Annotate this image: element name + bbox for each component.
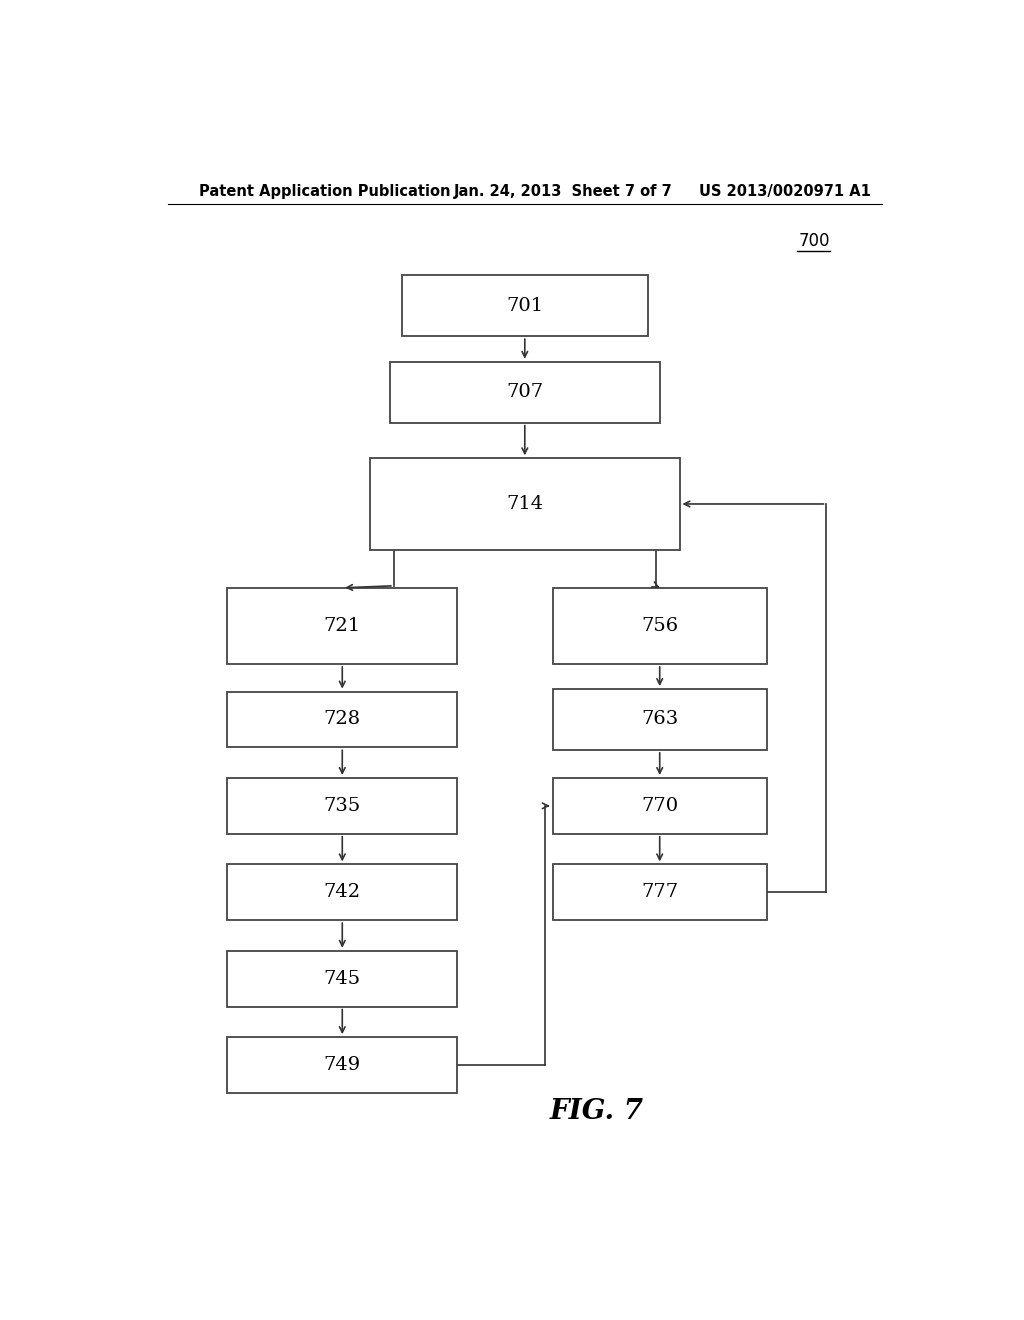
Bar	[401, 276, 648, 337]
Text: 742: 742	[324, 883, 360, 902]
Text: Jan. 24, 2013  Sheet 7 of 7: Jan. 24, 2013 Sheet 7 of 7	[454, 185, 672, 199]
Text: 749: 749	[324, 1056, 360, 1074]
Bar	[227, 1038, 458, 1093]
Bar	[553, 777, 767, 834]
Text: 777: 777	[641, 883, 678, 902]
Bar	[390, 362, 659, 422]
Bar	[370, 458, 680, 549]
Text: 714: 714	[506, 495, 544, 513]
Text: 756: 756	[641, 616, 678, 635]
Bar	[227, 692, 458, 747]
Text: 707: 707	[506, 383, 544, 401]
Bar	[553, 865, 767, 920]
Text: 745: 745	[324, 970, 360, 987]
Text: 728: 728	[324, 710, 360, 729]
Text: Patent Application Publication: Patent Application Publication	[200, 185, 451, 199]
Bar	[227, 587, 458, 664]
Text: 735: 735	[324, 797, 360, 814]
Bar	[227, 950, 458, 1007]
Bar	[553, 689, 767, 750]
Text: FIG. 7: FIG. 7	[549, 1098, 643, 1125]
Bar	[227, 777, 458, 834]
Text: US 2013/0020971 A1: US 2013/0020971 A1	[699, 185, 871, 199]
Bar	[227, 865, 458, 920]
Text: 763: 763	[641, 710, 678, 729]
Text: 770: 770	[641, 797, 678, 814]
Bar	[553, 587, 767, 664]
Text: 721: 721	[324, 616, 360, 635]
Text: 701: 701	[506, 297, 544, 314]
Text: 700: 700	[799, 232, 830, 249]
